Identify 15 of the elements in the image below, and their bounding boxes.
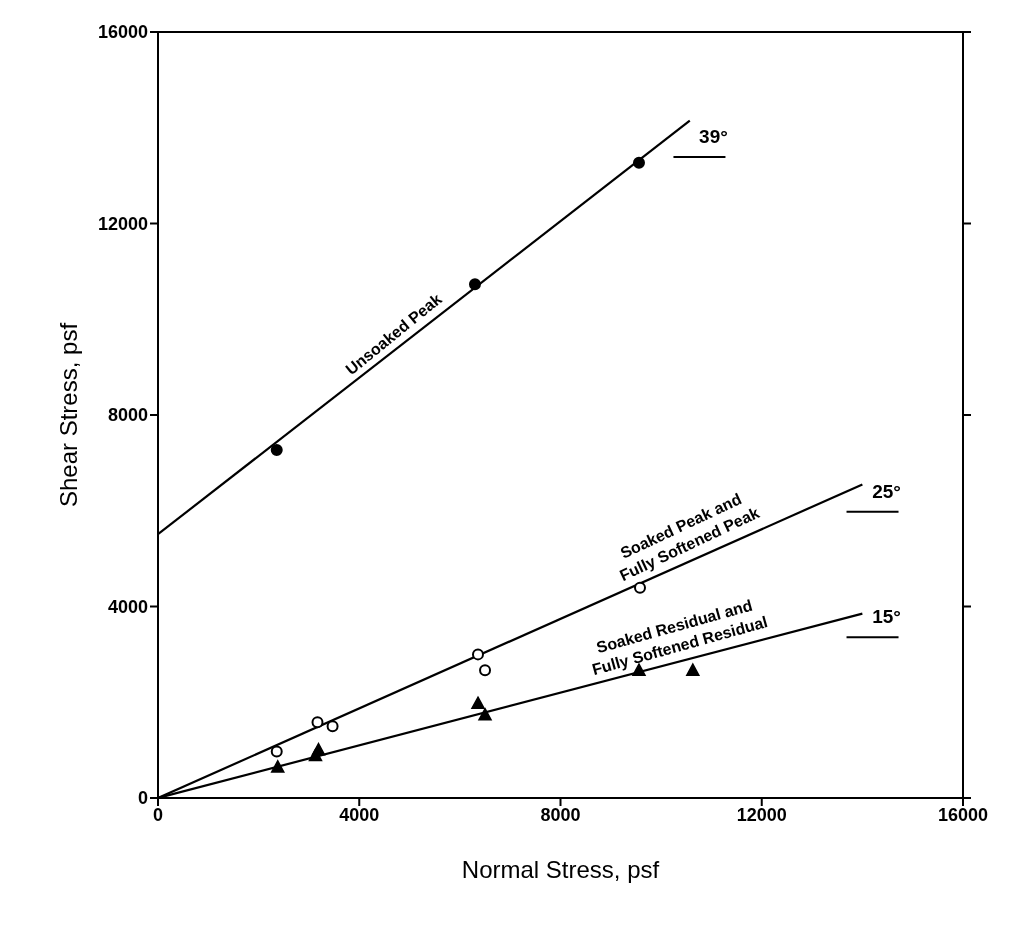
x-tick-label: 12000 — [736, 804, 787, 825]
y-tick-label: 16000 — [97, 22, 148, 43]
x-tick-label: 16000 — [937, 804, 989, 825]
x-tick-label: 0 — [152, 804, 164, 825]
y-tick-label: 12000 — [97, 213, 148, 234]
annotation: 25° — [872, 480, 901, 502]
y-axis-title: Shear Stress, psf — [54, 322, 82, 508]
y-tick-label: 4000 — [107, 596, 148, 617]
annotation: 39° — [699, 126, 728, 148]
x-tick-label: 8000 — [540, 804, 581, 825]
x-tick-label: 4000 — [339, 804, 380, 825]
y-tick-label: 0 — [137, 788, 148, 809]
x-axis-title: Normal Stress, psf — [461, 856, 660, 883]
annotation: 15° — [872, 606, 901, 628]
y-tick-label: 8000 — [107, 405, 148, 426]
